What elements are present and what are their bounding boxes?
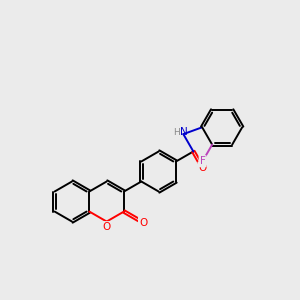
- Text: O: O: [199, 163, 207, 172]
- Text: F: F: [200, 156, 206, 166]
- Text: O: O: [139, 218, 147, 228]
- Text: H: H: [173, 128, 180, 136]
- Text: N: N: [180, 127, 188, 137]
- Text: O: O: [103, 222, 111, 232]
